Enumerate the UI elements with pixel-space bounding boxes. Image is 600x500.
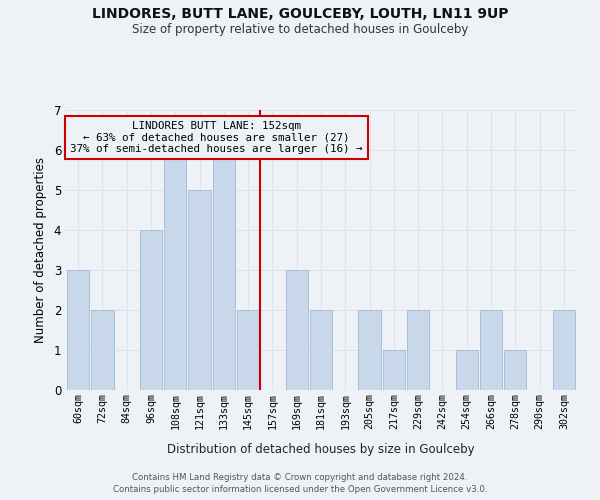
Bar (91, 310, 113, 390)
Bar (407, 310, 430, 390)
Text: Size of property relative to detached houses in Goulceby: Size of property relative to detached ho… (132, 22, 468, 36)
Text: LINDORES, BUTT LANE, GOULCEBY, LOUTH, LN11 9UP: LINDORES, BUTT LANE, GOULCEBY, LOUTH, LN… (92, 8, 508, 22)
Text: Contains public sector information licensed under the Open Government Licence v3: Contains public sector information licen… (113, 485, 487, 494)
Bar (383, 350, 405, 390)
Y-axis label: Number of detached properties: Number of detached properties (34, 157, 47, 343)
Bar (140, 230, 162, 390)
Bar (455, 350, 478, 390)
Bar (358, 310, 381, 390)
Bar (212, 150, 235, 390)
Bar (504, 350, 526, 390)
Bar (188, 190, 211, 390)
Bar (67, 270, 89, 390)
Text: Contains HM Land Registry data © Crown copyright and database right 2024.: Contains HM Land Registry data © Crown c… (132, 472, 468, 482)
Bar (286, 270, 308, 390)
Bar (553, 310, 575, 390)
Bar (237, 310, 259, 390)
Text: Distribution of detached houses by size in Goulceby: Distribution of detached houses by size … (167, 442, 475, 456)
Text: LINDORES BUTT LANE: 152sqm
← 63% of detached houses are smaller (27)
37% of semi: LINDORES BUTT LANE: 152sqm ← 63% of deta… (70, 121, 362, 154)
Bar (164, 150, 187, 390)
Bar (310, 310, 332, 390)
Bar (480, 310, 502, 390)
